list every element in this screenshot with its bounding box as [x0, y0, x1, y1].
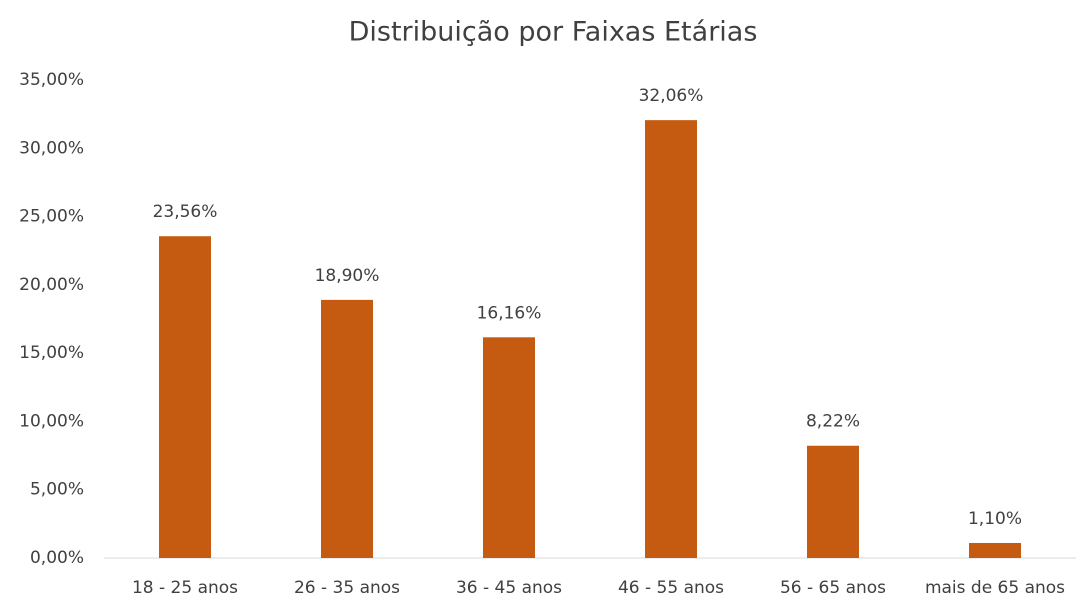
bar — [645, 120, 697, 558]
x-tick-label: mais de 65 anos — [925, 578, 1065, 598]
y-tick-label: 25,00% — [19, 207, 84, 227]
bar — [969, 542, 1021, 558]
y-tick-label: 20,00% — [19, 275, 84, 295]
y-tick-label: 10,00% — [19, 411, 84, 431]
x-tick-label: 36 - 45 anos — [456, 578, 562, 598]
x-tick-label: 56 - 65 anos — [780, 578, 886, 598]
bar — [159, 236, 211, 558]
x-tick-label: 46 - 55 anos — [618, 578, 724, 598]
y-tick-label: 30,00% — [19, 138, 84, 158]
bar — [807, 445, 859, 558]
data-label: 8,22% — [806, 412, 860, 432]
chart-title: Distribuição por Faixas Etárias — [349, 17, 758, 48]
bar — [321, 299, 373, 558]
y-tick-label: 15,00% — [19, 343, 84, 363]
y-tick-label: 5,00% — [30, 480, 84, 500]
y-tick-label: 35,00% — [19, 70, 84, 90]
data-label: 32,06% — [639, 86, 704, 106]
data-label: 16,16% — [477, 303, 542, 323]
bar — [483, 337, 535, 558]
data-label: 23,56% — [153, 202, 218, 222]
x-tick-label: 18 - 25 anos — [132, 578, 238, 598]
data-label: 18,90% — [315, 266, 380, 286]
x-tick-label: 26 - 35 anos — [294, 578, 400, 598]
y-tick-label: 0,00% — [30, 548, 84, 568]
data-label: 1,10% — [968, 509, 1022, 529]
